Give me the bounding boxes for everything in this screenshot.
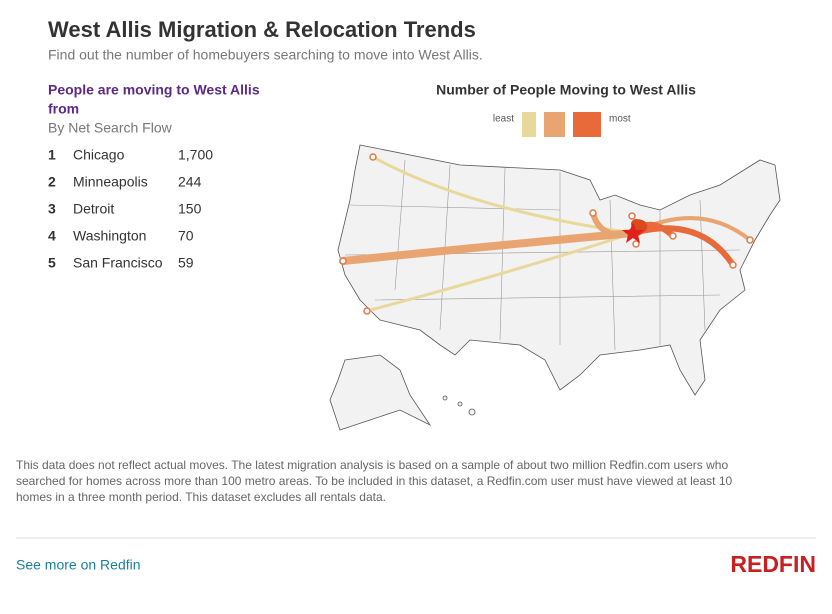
list-subheading: By Net Search Flow: [48, 120, 173, 136]
value: 1,700: [178, 147, 213, 163]
list-heading: People are moving to West Allis: [48, 82, 260, 98]
rank: 5: [48, 255, 56, 271]
disclaimer: This data does not reflect actual moves.…: [16, 458, 728, 472]
city: Minneapolis: [73, 174, 148, 190]
legend-low: least: [493, 114, 514, 125]
city-markers: [339, 153, 754, 315]
legend-swatch: [544, 112, 565, 137]
value: 59: [178, 255, 194, 271]
city: Detroit: [73, 201, 114, 217]
title: West Allis Migration & Relocation Trends: [48, 17, 476, 42]
city: Washington: [73, 228, 146, 244]
legend-swatch: [522, 112, 536, 137]
list-heading: from: [48, 101, 79, 117]
disclaimer: homes in a three month period. This data…: [16, 490, 386, 504]
disclaimer: searched for homes across more than 100 …: [16, 474, 732, 488]
value: 70: [178, 228, 194, 244]
rank: 3: [48, 201, 56, 217]
ranking-list: 1 Chicago 1,700 2 Minneapolis 244 3 Detroit 150 4…: [48, 147, 213, 271]
rank: 2: [48, 174, 56, 190]
map-title: Number of People Moving to West Allis: [436, 82, 696, 98]
subtitle: Find out the number of homebuyers search…: [48, 47, 483, 63]
value: 244: [178, 174, 202, 190]
flow-arcs: [339, 155, 752, 313]
legend-high: most: [609, 114, 631, 125]
legend-swatch: [573, 112, 601, 137]
rank: 1: [48, 147, 56, 163]
rank: 4: [48, 228, 56, 244]
logo[interactable]: REDFIN: [730, 551, 816, 577]
city: San Francisco: [73, 255, 163, 271]
city: Chicago: [73, 147, 125, 163]
see-more-link[interactable]: See more on Redfin: [16, 557, 141, 573]
value: 150: [178, 201, 202, 217]
us-map: [329, 144, 781, 431]
destination-star: [622, 222, 644, 243]
